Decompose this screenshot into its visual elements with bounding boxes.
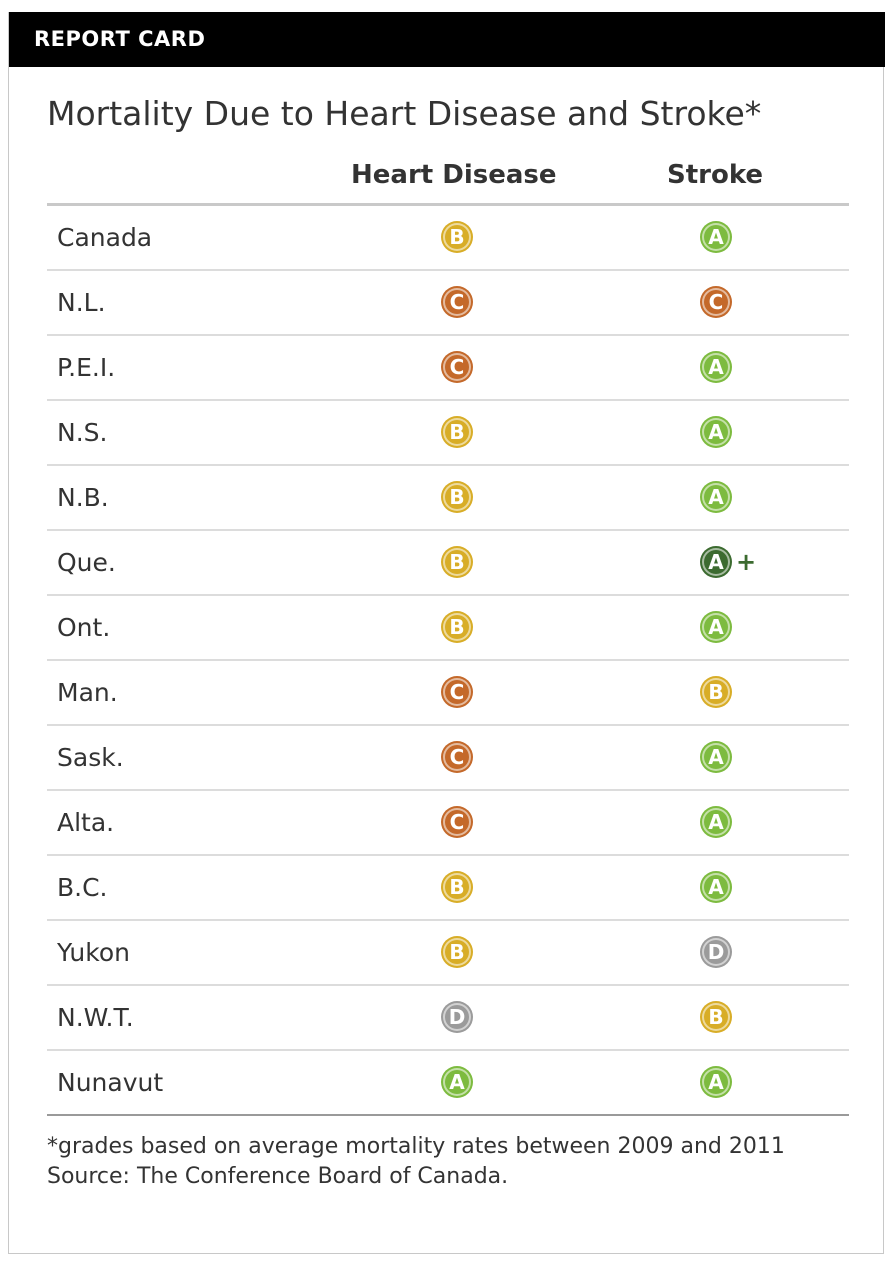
footnote-text: *grades based on average mortality rates… <box>47 1134 785 1159</box>
region-label: Man. <box>57 678 118 707</box>
region-label: Yukon <box>57 938 130 967</box>
stroke-grade-badge: A <box>700 806 732 838</box>
table-row: Alta. C A <box>47 791 849 856</box>
heart-grade-badge: B <box>441 221 473 253</box>
region-label: B.C. <box>57 873 108 902</box>
heart-grade-badge: C <box>441 676 473 708</box>
stroke-grade-badge: B <box>700 1001 732 1033</box>
stroke-grade-badge: C <box>700 286 732 318</box>
heart-grade-badge: B <box>441 416 473 448</box>
region-label: Sask. <box>57 743 124 772</box>
footnote: *grades based on average mortality rates… <box>47 1132 827 1192</box>
stroke-grade-badge: A <box>700 546 732 578</box>
heart-grade-badge: A <box>441 1066 473 1098</box>
heart-grade-badge: D <box>441 1001 473 1033</box>
chart-title: Mortality Due to Heart Disease and Strok… <box>47 94 762 133</box>
region-label: P.E.I. <box>57 353 116 382</box>
table-row: B.C. B A <box>47 856 849 921</box>
heart-grade-badge: B <box>441 871 473 903</box>
region-label: Que. <box>57 548 116 577</box>
table-row: Canada B A <box>47 206 849 271</box>
header-divider <box>47 203 849 206</box>
heart-grade-badge: C <box>441 806 473 838</box>
column-header-stroke: Stroke <box>667 160 764 190</box>
region-label: N.S. <box>57 418 108 447</box>
table-row: Man. C B <box>47 661 849 726</box>
stroke-grade-badge: A <box>700 871 732 903</box>
heart-grade-badge: B <box>441 611 473 643</box>
heart-grade-badge: B <box>441 481 473 513</box>
stroke-grade-badge: D <box>700 936 732 968</box>
source-text: Source: The Conference Board of Canada. <box>47 1164 509 1189</box>
heart-grade-badge: C <box>441 286 473 318</box>
stroke-grade-badge: A <box>700 221 732 253</box>
table-row: Yukon B D <box>47 921 849 986</box>
table-row: Sask. C A <box>47 726 849 791</box>
stroke-grade-badge: A <box>700 1066 732 1098</box>
stroke-grade-badge: A <box>700 416 732 448</box>
stroke-grade-badge: A <box>700 611 732 643</box>
table-row: N.B. B A <box>47 466 849 531</box>
region-label: N.W.T. <box>57 1003 134 1032</box>
region-label: Ont. <box>57 613 111 642</box>
heart-grade-badge: C <box>441 741 473 773</box>
region-label: N.L. <box>57 288 106 317</box>
heart-grade-badge: B <box>441 936 473 968</box>
table-row: Nunavut A A <box>47 1051 849 1116</box>
heart-grade-badge: B <box>441 546 473 578</box>
table-row: P.E.I. C A <box>47 336 849 401</box>
region-label: Alta. <box>57 808 115 837</box>
column-header-heart-disease: Heart Disease <box>351 160 557 190</box>
table-row: Que. B A + <box>47 531 849 596</box>
stroke-grade-badge: B <box>700 676 732 708</box>
table-row: N.S. B A <box>47 401 849 466</box>
region-label: Canada <box>57 223 153 252</box>
table-row: N.W.T. D B <box>47 986 849 1051</box>
heart-grade-badge: C <box>441 351 473 383</box>
grade-table: Canada B A N.L. C C P.E.I. C A N.S. B A N.B. B A Que. B A… <box>47 206 849 1116</box>
region-label: N.B. <box>57 483 109 512</box>
table-row: Ont. B A <box>47 596 849 661</box>
table-row: N.L. C C <box>47 271 849 336</box>
stroke-grade-badge: A <box>700 351 732 383</box>
grade-plus-mark: + <box>736 548 757 576</box>
stroke-grade-badge: A <box>700 741 732 773</box>
region-label: Nunavut <box>57 1068 164 1097</box>
report-card: REPORT CARD Mortality Due to Heart Disea… <box>8 12 885 1254</box>
stroke-grade-badge: A <box>700 481 732 513</box>
report-card-header: REPORT CARD <box>9 12 885 67</box>
